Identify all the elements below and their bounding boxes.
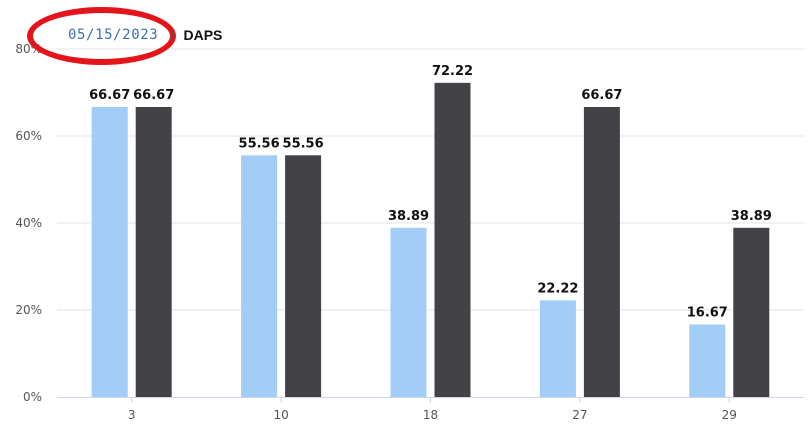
data-label: 16.67 <box>687 305 728 320</box>
bar <box>733 227 770 397</box>
bar <box>241 155 278 397</box>
data-label: 66.67 <box>133 88 174 103</box>
data-label: 55.56 <box>239 136 280 151</box>
y-tick-label: 40% <box>15 216 42 230</box>
breadcrumb-current: DAPS <box>183 27 223 43</box>
bar <box>390 227 427 397</box>
bar <box>135 106 172 397</box>
y-tick-label: 20% <box>15 303 42 317</box>
data-label: 72.22 <box>432 64 473 79</box>
data-label: 22.22 <box>537 281 578 296</box>
bar <box>91 106 128 397</box>
breadcrumb-date-link[interactable]: 05/15/2023 <box>68 27 159 43</box>
breadcrumb-separator: / <box>170 26 175 44</box>
y-tick-label: 0% <box>23 390 42 404</box>
x-tick-label: 10 <box>273 408 288 422</box>
bar <box>583 106 620 397</box>
breadcrumb: 05/15/2023 / DAPS <box>68 24 222 46</box>
x-tick-label: 29 <box>722 408 737 422</box>
bar <box>539 300 576 397</box>
data-label: 66.67 <box>89 88 130 103</box>
x-tick-label: 27 <box>572 408 587 422</box>
bar <box>689 324 726 397</box>
x-tick-label: 18 <box>423 408 438 422</box>
data-label: 66.67 <box>581 88 622 103</box>
bar <box>434 82 471 397</box>
data-label: 38.89 <box>388 209 429 224</box>
bar <box>285 155 322 397</box>
data-label: 38.89 <box>731 209 772 224</box>
x-tick-label: 3 <box>128 408 136 422</box>
highlight-ellipse <box>27 7 176 65</box>
data-label: 55.56 <box>283 136 324 151</box>
y-tick-label: 60% <box>15 129 42 143</box>
